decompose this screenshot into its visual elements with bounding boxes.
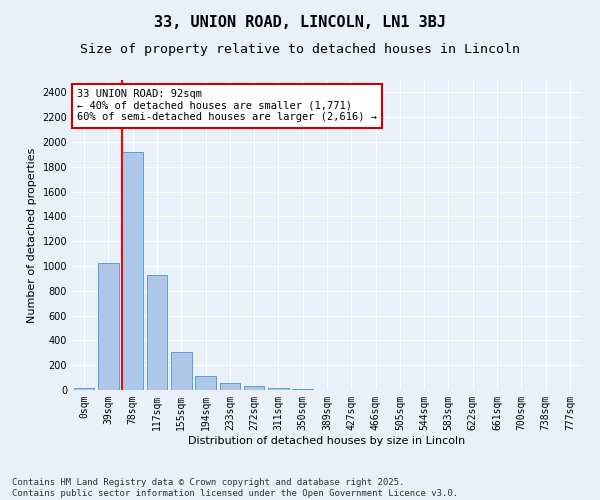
Bar — [146, 274, 167, 390]
Bar — [220, 383, 240, 390]
Bar — [171, 352, 191, 390]
Text: Size of property relative to detached houses in Lincoln: Size of property relative to detached ho… — [80, 42, 520, 56]
Bar — [74, 388, 94, 390]
X-axis label: Distribution of detached houses by size in Lincoln: Distribution of detached houses by size … — [188, 436, 466, 446]
Text: 33, UNION ROAD, LINCOLN, LN1 3BJ: 33, UNION ROAD, LINCOLN, LN1 3BJ — [154, 15, 446, 30]
Bar — [122, 152, 143, 390]
Bar — [268, 388, 289, 390]
Bar — [244, 386, 265, 390]
Text: 33 UNION ROAD: 92sqm
← 40% of detached houses are smaller (1,771)
60% of semi-de: 33 UNION ROAD: 92sqm ← 40% of detached h… — [77, 90, 377, 122]
Bar — [195, 376, 216, 390]
Bar — [98, 263, 119, 390]
Y-axis label: Number of detached properties: Number of detached properties — [27, 148, 37, 322]
Text: Contains HM Land Registry data © Crown copyright and database right 2025.
Contai: Contains HM Land Registry data © Crown c… — [12, 478, 458, 498]
